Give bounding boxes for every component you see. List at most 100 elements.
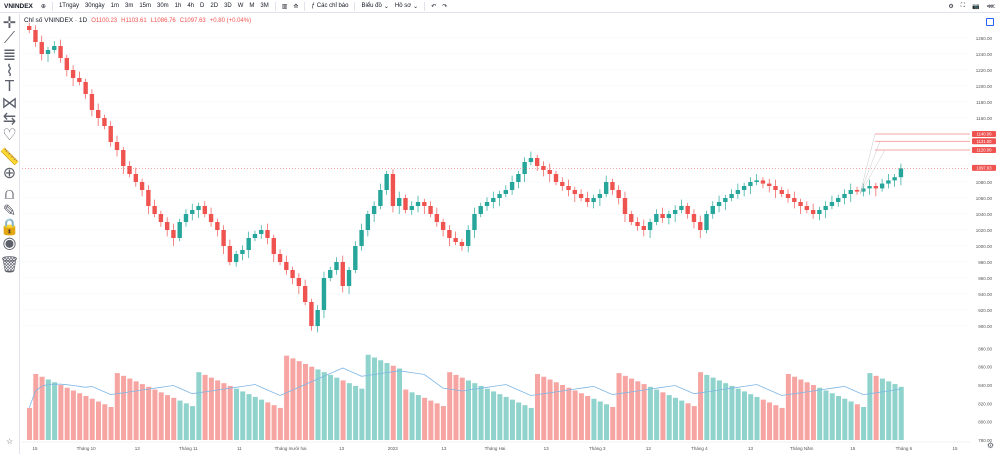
measure-tools-icon[interactable]: ⋈ <box>1 95 18 112</box>
candle-body <box>146 190 151 206</box>
trash-icon[interactable]: 🗑 <box>0 257 20 274</box>
volume-bar <box>672 397 678 440</box>
price-tag-label: 1131.00 <box>977 139 992 144</box>
volume-bar <box>95 401 102 440</box>
timeframe-10[interactable]: 3D <box>224 3 232 9</box>
ruler-icon[interactable]: 📏 <box>0 149 20 166</box>
timeframe-2[interactable]: 1m <box>110 3 119 9</box>
candle-body <box>64 58 70 70</box>
timeframe-13[interactable]: 3M <box>260 3 269 9</box>
volume-bar <box>685 403 691 440</box>
candle-body <box>265 230 270 238</box>
candle-body <box>177 222 182 238</box>
candle-body <box>810 210 816 214</box>
volume-bar <box>359 388 365 440</box>
crosshair-icon[interactable]: ✛ <box>2 15 17 32</box>
volume-bar <box>353 385 359 440</box>
indicators-icon: ƒ <box>311 3 315 9</box>
compare-icon[interactable]: ⟰ <box>293 3 299 10</box>
volume-bar <box>447 372 453 440</box>
lock-icon[interactable]: 🔒 <box>0 219 20 236</box>
volume-bar <box>491 391 497 440</box>
indicators-button[interactable]: ƒ Các chỉ báo <box>308 3 351 9</box>
fullscreen-icon[interactable]: ⛶ <box>960 2 965 9</box>
bar-type-icon[interactable]: ▥ <box>281 3 288 10</box>
volume-bar <box>472 383 478 440</box>
draw-mode-icon[interactable]: ✎ <box>2 203 17 220</box>
candle-body <box>679 206 684 210</box>
trendline-icon[interactable]: ⟋ <box>3 30 16 47</box>
candle-body <box>735 190 741 194</box>
magnet-icon[interactable]: ⩍ <box>4 186 15 203</box>
redo-icon[interactable]: ↷ <box>442 3 448 10</box>
settings-icon[interactable]: ⚙ <box>948 3 954 10</box>
candle-body <box>854 190 860 192</box>
candle-body <box>52 46 57 50</box>
timeframe-12[interactable]: M <box>249 3 255 9</box>
volume-bar <box>629 378 635 440</box>
candle-body <box>509 182 515 190</box>
volume-bar <box>434 403 440 440</box>
timeframe-7[interactable]: 4h <box>187 3 195 9</box>
star-icon[interactable]: ☆ <box>6 437 14 446</box>
candle-body <box>164 222 170 230</box>
pattern-icon[interactable]: ⌇ <box>5 63 14 80</box>
timeframe-list: 1Tngày 30ngày 1m 3m 15m 30m 1h 4h D 2D 3D W M 3M <box>56 3 272 9</box>
candle-body <box>572 190 578 194</box>
candle-body <box>829 202 835 206</box>
volume-bar <box>397 368 403 440</box>
volume-bar <box>622 375 628 440</box>
eye-icon[interactable]: ◉ <box>2 235 17 252</box>
candle-body <box>898 168 904 178</box>
volume-bar <box>108 407 114 440</box>
chart-type-button[interactable]: Biểu đồ ⌄ <box>358 3 391 10</box>
price-tick-label: 980.00 <box>978 260 992 265</box>
timeframe-1[interactable]: 30ngày <box>84 3 105 9</box>
timeframe-4[interactable]: 15m <box>139 3 151 9</box>
timeframe-6[interactable]: 1h <box>174 3 182 9</box>
volume-bar <box>428 400 434 440</box>
timeframe-9[interactable]: 2D <box>210 3 219 9</box>
candle-body <box>233 254 239 262</box>
scale-toggle-icon[interactable] <box>986 18 994 26</box>
symbol-name[interactable]: VNINDEX <box>4 2 33 10</box>
timeframe-5[interactable]: 30m <box>157 3 169 9</box>
timeframe-3[interactable]: 3m <box>124 3 134 9</box>
candle-body <box>647 222 653 230</box>
candle-body <box>271 238 276 254</box>
price-tick-label: 1000.00 <box>976 244 993 249</box>
volume-bar <box>190 406 196 440</box>
prediction-icon[interactable]: ⇆ <box>2 111 17 128</box>
timeframe-8[interactable]: D <box>200 3 205 9</box>
x-tick-label: Tháng 4 <box>691 446 708 451</box>
add-symbol-icon[interactable]: ⊕ <box>40 3 46 10</box>
candle-body <box>641 226 646 230</box>
volume-bar <box>560 385 566 440</box>
template-button[interactable]: Hồ sơ ⌄ <box>392 3 421 10</box>
candle-body <box>773 186 778 190</box>
undo-icon[interactable]: ↶ <box>431 3 437 10</box>
zoom-in-icon[interactable]: ⊕ <box>2 165 17 182</box>
legend-close: C1097.63 <box>179 17 206 24</box>
volume-bar <box>723 383 729 440</box>
text-icon[interactable]: T <box>4 78 15 95</box>
x-tick-label: Tháng 11 <box>179 446 198 451</box>
fib-icon[interactable]: ≣ <box>2 47 17 64</box>
volume-bar <box>585 396 591 440</box>
share-icon[interactable]: ⋘ <box>986 3 995 10</box>
timeframe-11[interactable]: W <box>237 3 244 9</box>
heart-icon[interactable]: ♡ <box>2 127 17 144</box>
candle-body <box>503 190 509 194</box>
volume-bar <box>271 405 277 440</box>
timeframe-0[interactable]: 1Tngày <box>58 3 79 9</box>
axis-settings-icon[interactable]: ⚙ <box>986 441 994 450</box>
volume-bar <box>760 399 766 440</box>
price-tag-label: 1140.00 <box>977 132 992 137</box>
volume-bar <box>39 376 45 440</box>
snapshot-icon[interactable]: 📷 <box>971 3 980 10</box>
volume-bar <box>321 372 327 440</box>
volume-bar <box>704 374 710 440</box>
volume-bar <box>817 387 823 440</box>
volume-bar <box>340 380 346 440</box>
